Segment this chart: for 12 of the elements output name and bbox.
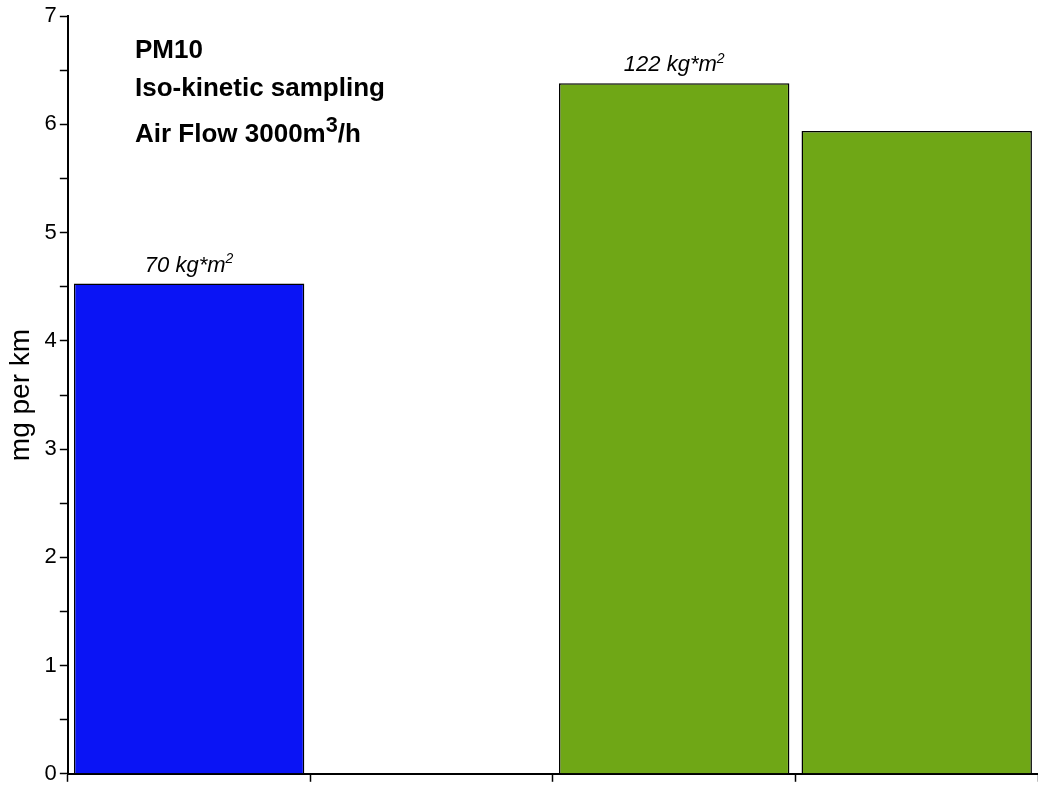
- y-tick-label: 1: [44, 651, 57, 677]
- y-tick-label: 4: [44, 326, 57, 352]
- y-tick-label: 2: [44, 543, 57, 569]
- text: Iso-kinetic sampling: [135, 71, 385, 104]
- text: PM10: [135, 33, 204, 66]
- y-tick-label: 0: [44, 759, 57, 785]
- y-tick-label: 5: [44, 218, 57, 244]
- y-tick-label: 3: [44, 435, 57, 461]
- y-tick-label: 7: [44, 2, 57, 28]
- y-axis-title: mg per km: [3, 328, 35, 462]
- annotation: Air Flow 3000m$^{3}$/h: [135, 111, 362, 150]
- y-tick-label: 6: [44, 110, 57, 136]
